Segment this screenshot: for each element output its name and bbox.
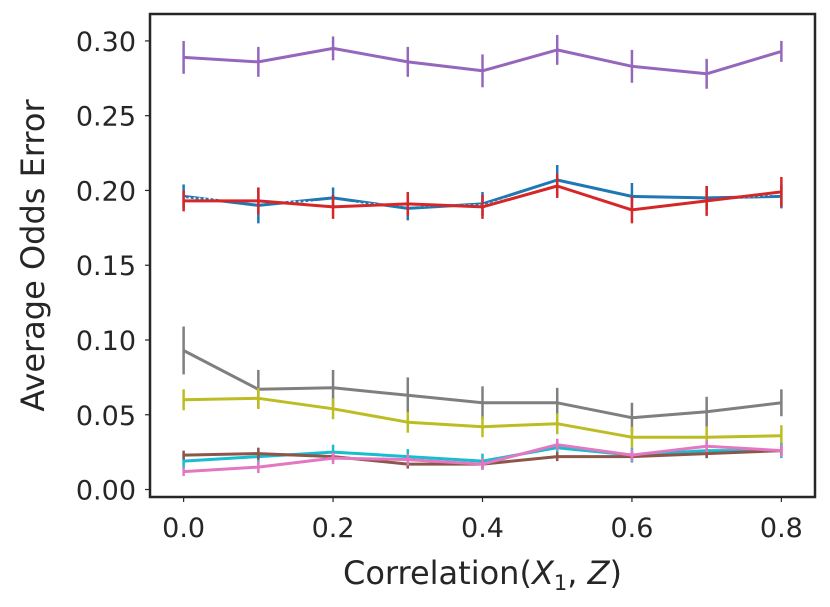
series-gray — [182, 326, 783, 433]
x-tick-label: 0.8 — [760, 513, 803, 544]
line-olive — [183, 396, 782, 439]
line-pink — [183, 443, 782, 474]
y-tick-label: 0.15 — [76, 251, 136, 282]
series-pink — [182, 438, 783, 477]
line-purple — [183, 46, 782, 76]
line-red — [183, 184, 782, 212]
y-tick-label: 0.30 — [76, 27, 136, 58]
x-tick-label: 0.0 — [162, 513, 205, 544]
y-tick-label: 0.20 — [76, 176, 136, 207]
y-tick-label: 0.05 — [76, 401, 136, 432]
y-axis-label: Average Odds Error — [14, 99, 52, 412]
x-tick-label: 0.2 — [312, 513, 355, 544]
series-red — [182, 174, 783, 224]
line-gray — [182, 349, 782, 420]
y-tick-label: 0.10 — [76, 326, 136, 357]
x-tick-label: 0.4 — [461, 513, 504, 544]
y-tick-label: 0.25 — [76, 102, 136, 133]
x-tick-label: 0.6 — [610, 513, 653, 544]
series-olive — [182, 387, 783, 448]
x-axis-label: Correlation(X1, Z) — [343, 554, 622, 595]
y-tick-label: 0.00 — [76, 476, 136, 507]
series-purple — [182, 34, 783, 89]
